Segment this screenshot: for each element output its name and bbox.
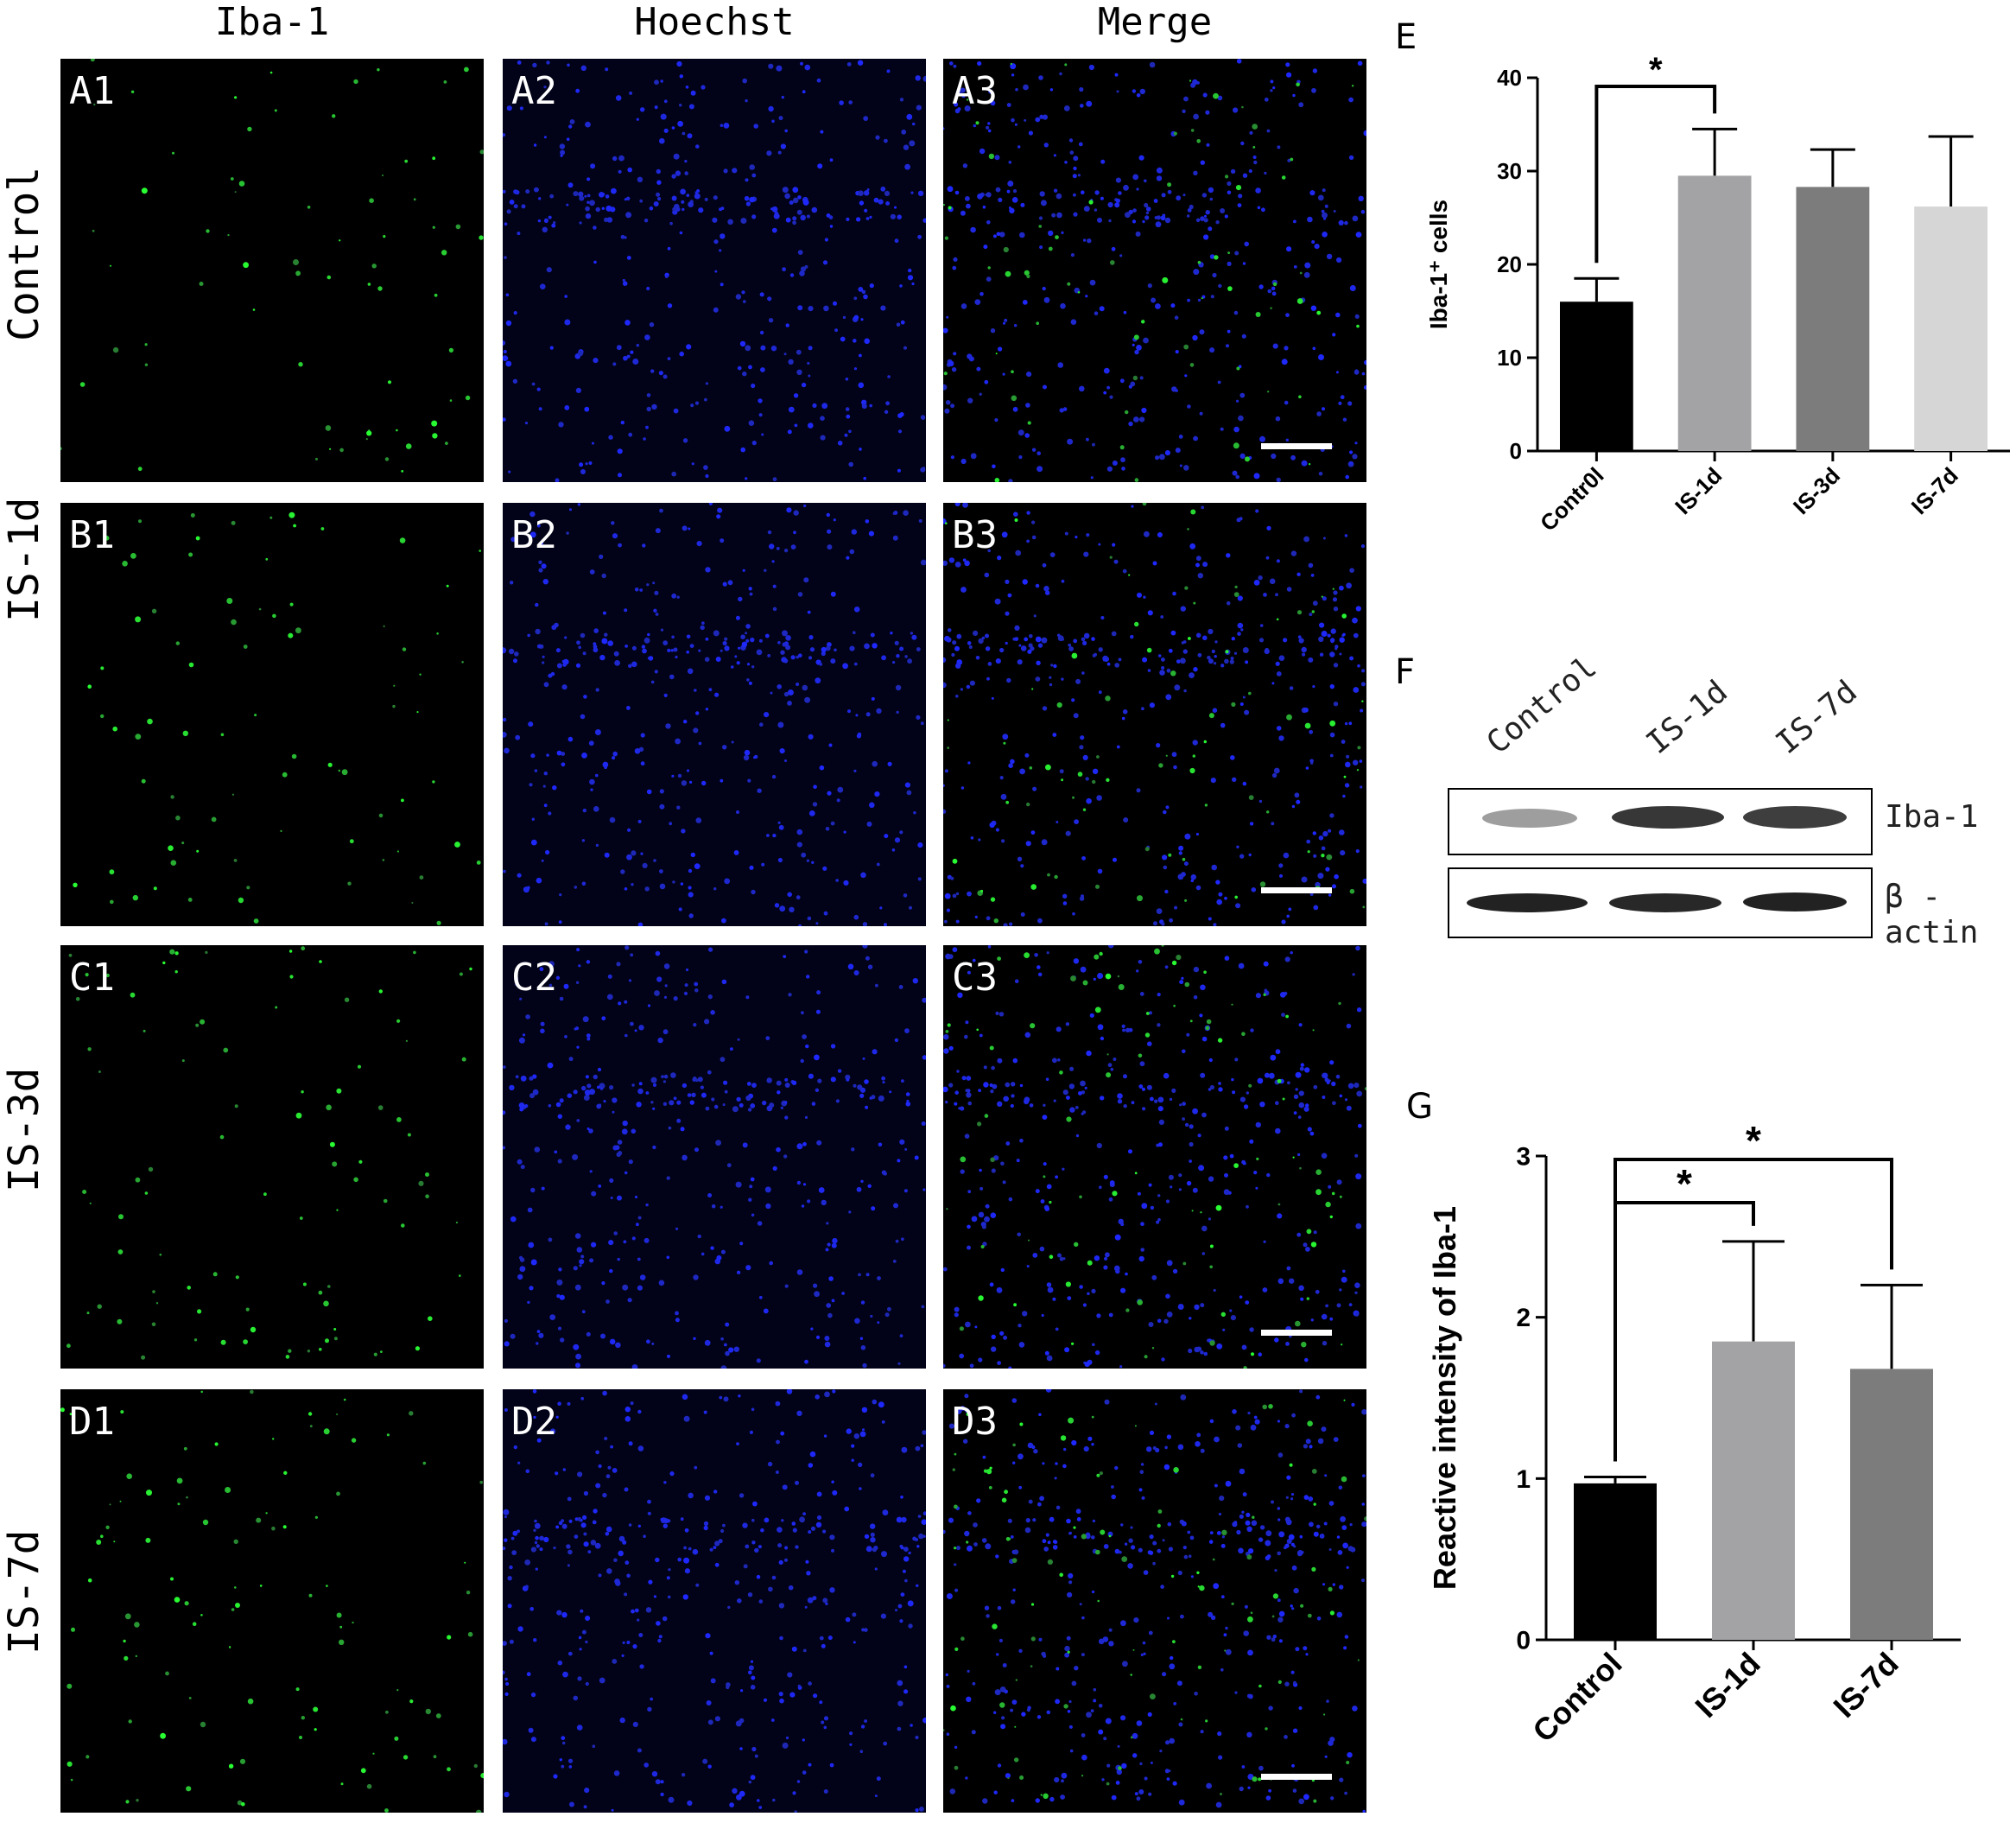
micrograph-cells bbox=[943, 503, 1366, 926]
blot-label-beta-actin: β -actin bbox=[1885, 880, 1979, 950]
micrograph-a1: A1 bbox=[60, 59, 484, 482]
micrograph-cells bbox=[503, 945, 926, 1369]
panel-label-b1: B1 bbox=[69, 513, 115, 557]
micrograph-cells bbox=[943, 59, 1366, 482]
blot-band bbox=[1482, 809, 1577, 828]
blot-beta-actin bbox=[1448, 867, 1873, 938]
y-tick-label: 40 bbox=[1497, 65, 1522, 91]
panel-label-c3: C3 bbox=[952, 956, 998, 1000]
blot-iba1 bbox=[1448, 788, 1873, 855]
row-header-is-1d: IS-1d bbox=[0, 497, 48, 623]
micrograph-cells bbox=[503, 1389, 926, 1813]
significance-star: * bbox=[1649, 52, 1663, 89]
bar-is-7d bbox=[1850, 1369, 1933, 1640]
x-tick-label: IS-1d bbox=[1688, 1646, 1766, 1725]
micrograph-cells bbox=[67, 946, 472, 1360]
micrograph-c2: C2 bbox=[503, 945, 926, 1369]
x-tick-label: Control bbox=[1525, 1646, 1628, 1749]
blot-band bbox=[1609, 893, 1721, 912]
panel-e-chart: 0 10 20 30 40 Iba-1⁺ cells Contr0l IS-1d IS-3d IS… bbox=[1425, 52, 2010, 537]
micrograph-cells bbox=[943, 945, 1366, 1369]
x-tick-label: IS-3d bbox=[1788, 462, 1845, 519]
column-header-iba1: Iba-1 bbox=[214, 0, 330, 44]
blot-lane-label-is-1d: IS-1d bbox=[1639, 673, 1735, 761]
panel-f-letter: F bbox=[1395, 652, 1416, 692]
blot-lane-label-control: Control bbox=[1480, 650, 1604, 761]
micrograph-a2: A2 bbox=[503, 59, 926, 482]
row-header-is-7d: IS-7d bbox=[0, 1529, 48, 1655]
micrograph-b3: B3 bbox=[943, 503, 1366, 926]
blot-lane-label-is-7d: IS-7d bbox=[1769, 673, 1865, 761]
micrograph-d1: D1 bbox=[60, 1389, 484, 1813]
panel-label-a2: A2 bbox=[511, 69, 557, 113]
y-tick-label: 30 bbox=[1497, 158, 1522, 184]
panel-label-d1: D1 bbox=[69, 1400, 115, 1444]
y-axis-label: Iba-1⁺ cells bbox=[1425, 200, 1452, 329]
micrograph-cells bbox=[73, 511, 481, 925]
bar-is-1d bbox=[1712, 1341, 1795, 1640]
micrograph-cells bbox=[943, 1389, 1366, 1813]
x-tick-label: IS-7d bbox=[1826, 1646, 1905, 1725]
scale-bar bbox=[1261, 443, 1332, 449]
micrograph-a3: A3 bbox=[943, 59, 1366, 482]
micrograph-d3: D3 bbox=[943, 1389, 1366, 1813]
x-tick-label: IS-1d bbox=[1670, 462, 1727, 519]
bar-is-7d bbox=[1914, 206, 1988, 452]
y-tick-label: 1 bbox=[1516, 1465, 1531, 1494]
bar-contr0l bbox=[1559, 302, 1633, 451]
y-tick-label: 0 bbox=[1510, 438, 1522, 464]
blot-band bbox=[1743, 806, 1847, 829]
panel-label-a1: A1 bbox=[69, 69, 115, 113]
panel-label-c1: C1 bbox=[69, 956, 115, 1000]
panel-label-d2: D2 bbox=[511, 1400, 557, 1444]
y-axis-label: Reactive intensity of Iba-1 bbox=[1427, 1206, 1462, 1590]
scale-bar bbox=[1261, 1774, 1332, 1780]
blot-label-iba1: Iba-1 bbox=[1885, 799, 1979, 835]
y-tick-label: 2 bbox=[1516, 1304, 1531, 1332]
panel-label-b2: B2 bbox=[511, 513, 557, 557]
row-header-control: Control bbox=[0, 166, 48, 341]
column-header-hoechst: Hoechst bbox=[634, 0, 795, 44]
micrograph-cells bbox=[60, 1389, 484, 1813]
y-tick-label: 0 bbox=[1516, 1627, 1531, 1655]
micrograph-cells bbox=[503, 503, 926, 926]
row-header-is-3d: IS-3d bbox=[0, 1067, 48, 1193]
panel-g-letter: G bbox=[1406, 1087, 1433, 1127]
y-tick-label: 3 bbox=[1516, 1143, 1531, 1172]
x-tick-label: Contr0l bbox=[1535, 462, 1609, 537]
x-tick-label: IS-7d bbox=[1906, 462, 1963, 519]
micrograph-d2: D2 bbox=[503, 1389, 926, 1813]
micrograph-b1: B1 bbox=[60, 503, 484, 926]
panel-label-a3: A3 bbox=[952, 69, 998, 113]
bar-control bbox=[1574, 1483, 1657, 1640]
micrograph-b2: B2 bbox=[503, 503, 926, 926]
panel-label-b3: B3 bbox=[952, 513, 998, 557]
blot-band bbox=[1743, 892, 1847, 912]
scale-bar bbox=[1261, 1330, 1332, 1336]
micrograph-c3: C3 bbox=[943, 945, 1366, 1369]
blot-band bbox=[1612, 806, 1724, 829]
significance-star: * bbox=[1746, 1118, 1761, 1163]
bar-is-1d bbox=[1677, 175, 1752, 451]
y-tick-label: 20 bbox=[1497, 251, 1522, 277]
panel-label-d3: D3 bbox=[952, 1400, 998, 1444]
micrograph-c1: C1 bbox=[60, 945, 484, 1369]
blot-band bbox=[1467, 893, 1588, 912]
significance-bracket bbox=[1594, 85, 1717, 264]
panel-label-c2: C2 bbox=[511, 956, 557, 1000]
column-header-merge: Merge bbox=[1097, 0, 1213, 44]
significance-star: * bbox=[1677, 1161, 1692, 1206]
bar-is-3d bbox=[1796, 187, 1870, 452]
micrograph-cells bbox=[503, 60, 926, 482]
panel-g-chart: 0 1 2 3 Reactive intensity of Iba-1 Control IS… bbox=[1427, 1118, 1961, 1749]
micrograph-cells bbox=[60, 59, 484, 473]
scale-bar bbox=[1261, 887, 1332, 893]
panel-e-letter: E bbox=[1395, 17, 1417, 57]
y-tick-label: 10 bbox=[1497, 345, 1522, 371]
significance-bracket bbox=[1613, 1158, 1893, 1462]
